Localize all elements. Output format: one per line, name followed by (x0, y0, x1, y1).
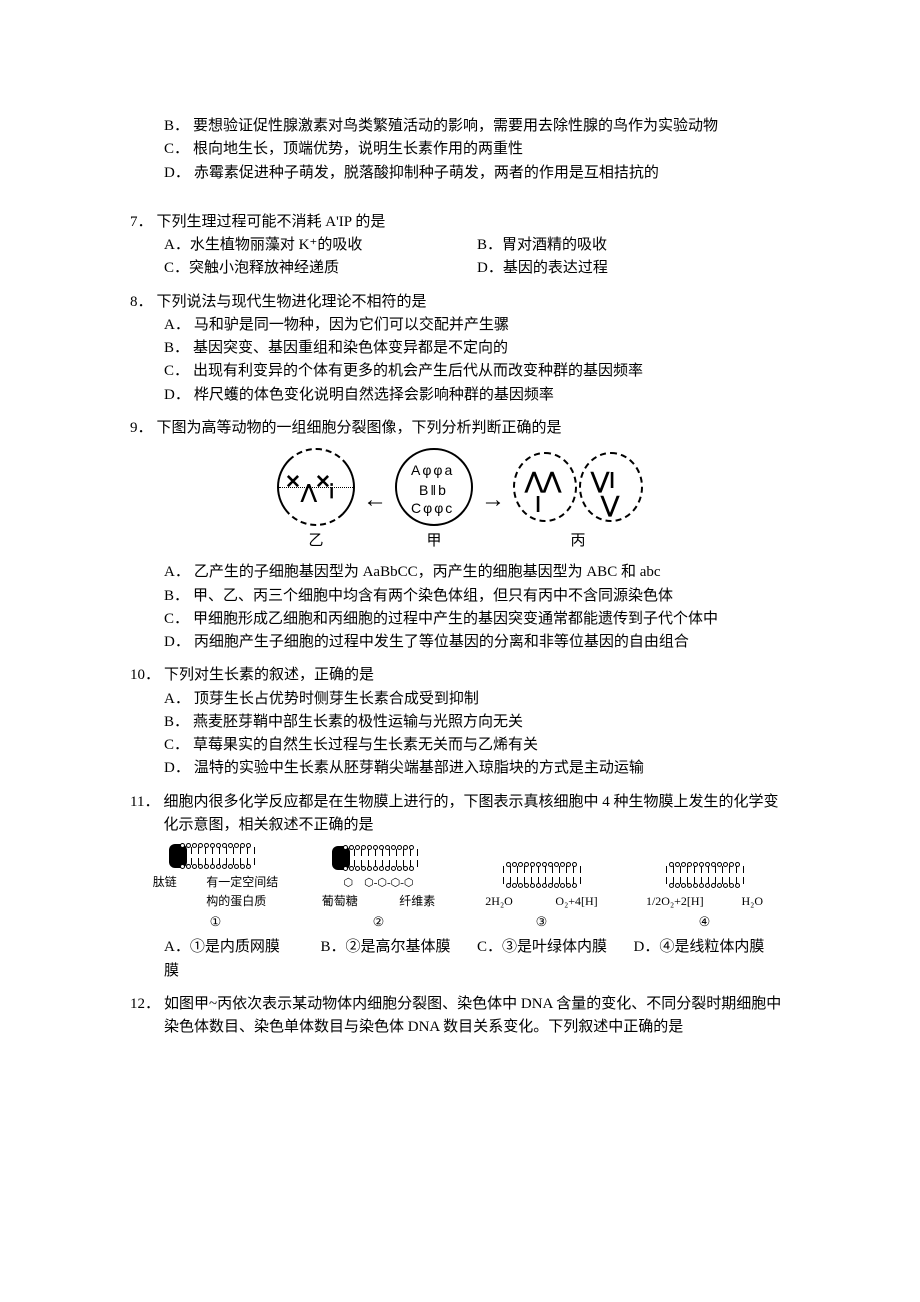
panel1-right-top: 有一定空间结 (206, 875, 278, 889)
membrane-panel-3: 2H₂O O₂+4[H] ③ (460, 862, 623, 933)
opt-key: A． (164, 561, 190, 584)
q11-opt-d-tail: 膜 (164, 960, 790, 983)
cell-yi: ✕ ⋀ ✕ ⅰ (277, 448, 355, 526)
panel1-id: ① (138, 912, 293, 932)
panel3-id: ③ (464, 912, 619, 932)
arrow-right-icon: → (481, 482, 505, 519)
opt-key: C． (164, 608, 189, 631)
q8-num: 8． (130, 291, 153, 314)
q12-stem: 如图甲~丙依次表示某动物体内细胞分裂图、染色体中 DNA 含量的变化、不同分裂时… (164, 993, 790, 1040)
q12-num: 12． (130, 993, 160, 1040)
q11-num: 11． (130, 791, 159, 838)
panel1-left: 肽链 (153, 873, 177, 910)
opt-key: D． (164, 631, 190, 654)
q10-num: 10． (130, 664, 160, 687)
panel3-right: O₂+4[H] (555, 892, 597, 911)
panel2-left: 葡萄糖 (322, 892, 358, 911)
opt-key: B． (164, 337, 189, 360)
cell-jia: Aφφa B‖b Cφφc (395, 448, 473, 526)
opt-key: C． (477, 939, 502, 955)
opt-key: C． (164, 138, 189, 161)
panel2-id: ② (301, 912, 456, 932)
opt-key: B． (477, 237, 502, 253)
q10-opt-b: 燕麦胚芽鞘中部生长素的极性运输与光照方向无关 (193, 711, 790, 734)
q7-stem: 下列生理过程可能不消耗 A'IP 的是 (157, 211, 790, 234)
membrane-panel-1: 肽链 有一定空间结 构的蛋白质 ① (134, 843, 297, 932)
q10-opt-c: 草莓果实的自然生长过程与生长素无关而与乙烯有关 (193, 734, 790, 757)
q11-opt-c: ③是叶绿体内膜 (502, 939, 607, 955)
opt-key: D． (477, 260, 503, 276)
question-7: 7．下列生理过程可能不消耗 A'IP 的是 A．水生植物丽藻对 K⁺的吸收 B．… (130, 211, 790, 281)
q7-num: 7． (130, 211, 153, 234)
opt-key: D． (164, 757, 190, 780)
q7-opt-b: 胃对酒精的吸收 (502, 237, 607, 253)
q8-opt-a: 马和驴是同一物种，因为它们可以交配并产生骡 (194, 314, 790, 337)
q7-opt-c: 突触小泡释放神经递质 (189, 260, 339, 276)
q9-diagram: ✕ ⋀ ✕ ⅰ 乙 ← Aφφa B‖b Cφφc 甲 → (130, 448, 790, 553)
q11-stem: 细胞内很多化学反应都是在生物膜上进行的，下图表示真核细胞中 4 种生物膜上发生的… (163, 791, 790, 838)
q7-opt-a: 水生植物丽藻对 K⁺的吸收 (190, 237, 363, 253)
membrane-panel-2: ⬡ ⬡-⬡-⬡-⬡ 葡萄糖 纤维素 ② (297, 845, 460, 933)
panel2-right: 纤维素 (399, 892, 435, 911)
q9-opt-c: 甲细胞形成乙细胞和丙细胞的过程中产生的基因突变通常都能遗传到子代个体中 (193, 608, 790, 631)
opt-key: D． (164, 162, 190, 185)
q6-opt-c: 根向地生长，顶端优势，说明生长素作用的两重性 (193, 138, 790, 161)
membrane-panel-4: 1/2O₂+2[H] H₂O ④ (623, 862, 786, 933)
q8-stem: 下列说法与现代生物进化理论不相符的是 (157, 291, 790, 314)
opt-key: C． (164, 360, 189, 383)
question-11: 11．细胞内很多化学反应都是在生物膜上进行的，下图表示真核细胞中 4 种生物膜上… (130, 791, 790, 983)
panel4-right: H₂O (742, 892, 764, 911)
q8-opt-d: 桦尺蠖的体色变化说明自然选择会影响种群的基因频率 (194, 384, 790, 407)
opt-key: B． (164, 115, 189, 138)
q10-stem: 下列对生长素的叙述，正确的是 (164, 664, 790, 687)
panel3-left: 2H₂O (485, 892, 513, 911)
opt-key: D． (634, 939, 660, 955)
q11-diagram: 肽链 有一定空间结 构的蛋白质 ① ⬡ ⬡-⬡-⬡-⬡ (130, 843, 790, 932)
opt-key: A． (164, 314, 190, 337)
cell-bing: ⋀ ⋀ ǀ ⋁ ǀ ⋁ (513, 448, 643, 526)
q7-opt-d: 基因的表达过程 (503, 260, 608, 276)
q6-opt-d: 赤霉素促进种子萌发，脱落酸抑制种子萌发，两者的作用是互相拮抗的 (194, 162, 790, 185)
q11-opt-a: ①是内质网膜 (190, 939, 280, 955)
opt-key: C． (164, 260, 189, 276)
q6-opt-b: 要想验证促性腺激素对鸟类繁殖活动的影响，需要用去除性腺的鸟作为实验动物 (193, 115, 790, 138)
question-10: 10．下列对生长素的叙述，正确的是 A．顶芽生长占优势时侧芽生长素合成受到抑制 … (130, 664, 790, 780)
q9-stem: 下图为高等动物的一组细胞分裂图像，下列分析判断正确的是 (157, 417, 790, 440)
q9-opt-b: 甲、乙、丙三个细胞中均含有两个染色体组，但只有丙中不含同源染色体 (193, 585, 790, 608)
question-8: 8．下列说法与现代生物进化理论不相符的是 A．马和驴是同一物种，因为它们可以交配… (130, 291, 790, 407)
question-9: 9．下图为高等动物的一组细胞分裂图像，下列分析判断正确的是 ✕ ⋀ ✕ ⅰ 乙 … (130, 417, 790, 655)
q9-opt-a: 乙产生的子细胞基因型为 AaBbCC，丙产生的细胞基因型为 ABC 和 abc (194, 561, 790, 584)
cell-label-jia: 甲 (426, 530, 441, 553)
opt-key: A． (164, 237, 190, 253)
cell-label-bing: 丙 (570, 530, 585, 553)
panel1-right-bot: 构的蛋白质 (206, 894, 266, 908)
question-12: 12．如图甲~丙依次表示某动物体内细胞分裂图、染色体中 DNA 含量的变化、不同… (130, 993, 790, 1040)
q9-num: 9． (130, 417, 153, 440)
panel4-left: 1/2O₂+2[H] (646, 892, 704, 911)
q11-opt-b: ②是高尔基体膜 (346, 939, 451, 955)
q8-opt-b: 基因突变、基因重组和染色体变异都是不定向的 (193, 337, 790, 360)
opt-key: C． (164, 734, 189, 757)
panel4-id: ④ (627, 912, 782, 932)
q10-opt-a: 顶芽生长占优势时侧芽生长素合成受到抑制 (194, 688, 790, 711)
arrow-left-icon: ← (363, 482, 387, 519)
cell-label-yi: 乙 (308, 530, 323, 553)
q9-opt-d: 丙细胞产生子细胞的过程中发生了等位基因的分离和非等位基因的自由组合 (194, 631, 790, 654)
q8-opt-c: 出现有利变异的个体有更多的机会产生后代从而改变种群的基因频率 (193, 360, 790, 383)
q11-opt-d: ④是线粒体内膜 (659, 939, 764, 955)
opt-key: B． (164, 585, 189, 608)
opt-key: B． (164, 711, 189, 734)
q10-opt-d: 温特的实验中生长素从胚芽鞘尖端基部进入琼脂块的方式是主动运输 (194, 757, 790, 780)
opt-key: A． (164, 688, 190, 711)
opt-key: A． (164, 939, 190, 955)
opt-key: B． (321, 939, 346, 955)
opt-key: D． (164, 384, 190, 407)
